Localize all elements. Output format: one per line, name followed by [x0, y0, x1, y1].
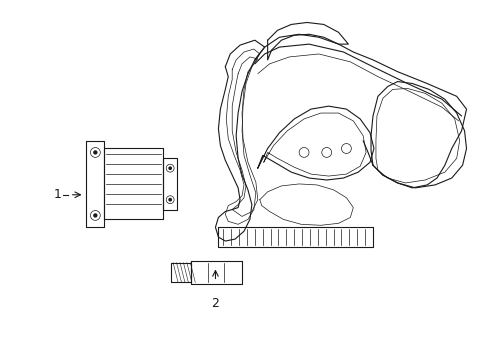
Text: 1: 1 — [54, 188, 62, 201]
Circle shape — [169, 167, 171, 169]
Circle shape — [94, 214, 97, 217]
Text: 2: 2 — [212, 297, 220, 310]
Circle shape — [169, 198, 171, 201]
Circle shape — [94, 151, 97, 154]
